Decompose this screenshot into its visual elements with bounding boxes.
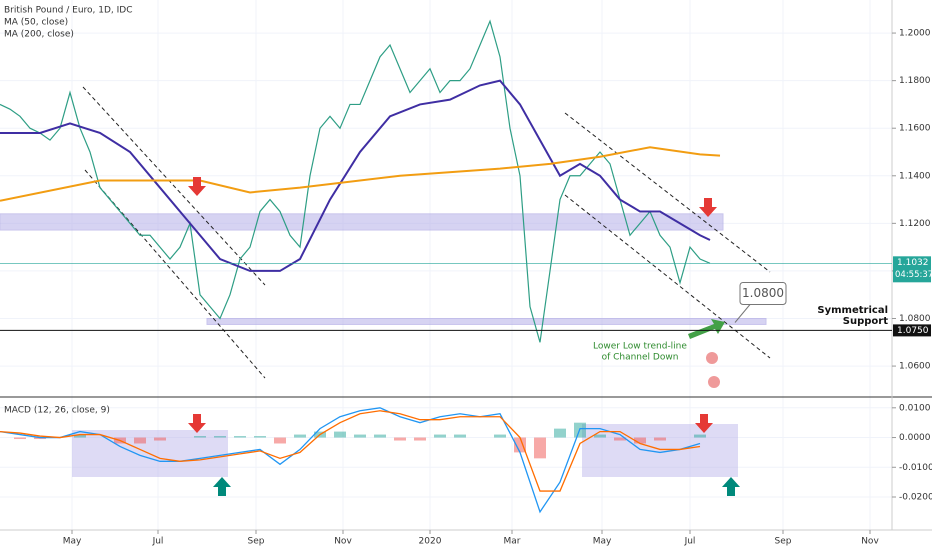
histogram-bar	[194, 436, 206, 438]
annotation: Symmetrical	[817, 305, 888, 316]
callout-label: 1.0800	[742, 286, 784, 300]
y-tick-label: 1.0800	[899, 314, 931, 324]
histogram-bar	[274, 437, 286, 444]
histogram-bar	[634, 437, 646, 444]
grid	[0, 0, 892, 530]
x-tick-label: Sep	[248, 537, 265, 547]
histogram-bar	[354, 434, 366, 438]
histogram-bar	[154, 437, 166, 441]
y-tick-label: -0.0200	[899, 493, 932, 503]
x-tick-label: Nov	[861, 537, 879, 547]
histogram-bar	[394, 437, 406, 441]
price-label-box	[893, 256, 931, 283]
legend-entry: MA (200, close)	[4, 30, 74, 40]
histogram-bar	[694, 434, 706, 438]
histogram-bar	[74, 434, 86, 438]
series-line	[0, 146, 721, 202]
series-line	[0, 19, 711, 343]
zone	[0, 213, 724, 231]
y-tick-label: 1.1400	[899, 171, 931, 181]
y-tick-label: 0.0000	[899, 433, 931, 443]
histogram-bar	[14, 437, 26, 440]
y-tick-label: 1.2000	[899, 29, 931, 39]
y-tick-label: -0.0100	[899, 463, 932, 473]
histogram-bar	[614, 437, 626, 441]
legend-entry: MA (50, close)	[4, 18, 68, 28]
x-tick-label: 2020	[419, 537, 442, 547]
price-label: 1.1032	[897, 258, 929, 268]
zone	[206, 318, 767, 325]
histogram-bar	[254, 436, 266, 438]
macd-line	[0, 407, 701, 514]
histogram-bar	[294, 434, 306, 438]
price-label: 1.0750	[897, 326, 929, 336]
histogram-bar	[554, 428, 566, 438]
y-tick-label: 1.1600	[899, 124, 931, 134]
y-tick-label: 1.1200	[899, 219, 931, 229]
histogram-bar	[234, 436, 246, 438]
event-badge	[708, 376, 720, 388]
x-tick-label: May	[593, 537, 612, 547]
histogram-bar	[34, 437, 46, 440]
histogram-bar	[134, 437, 146, 444]
histogram-bar	[214, 436, 226, 438]
annotation: Lower Low trend-line	[593, 342, 687, 352]
annotation: of Channel Down	[602, 353, 679, 363]
countdown: 04:55:37	[895, 270, 932, 280]
macd-box	[582, 424, 738, 477]
annotation: Support	[843, 316, 888, 327]
chart-title: British Pound / Euro, 1D, IDC	[4, 6, 133, 16]
x-tick-label: Jul	[152, 537, 164, 547]
callout-box	[739, 282, 787, 306]
macd-line	[0, 410, 701, 492]
y-tick-label: 1.1800	[899, 76, 931, 86]
x-tick-label: Jul	[684, 537, 696, 547]
x-tick-label: Nov	[334, 537, 352, 547]
histogram-bar	[534, 437, 546, 459]
histogram-bar	[414, 437, 426, 441]
price-label-box	[893, 324, 931, 337]
x-tick-label: May	[63, 537, 82, 547]
histogram-bar	[594, 434, 606, 438]
x-tick-label: Sep	[775, 537, 792, 547]
zones	[0, 213, 767, 325]
macd-title: MACD (12, 26, close, 9)	[4, 406, 110, 416]
callout-pointer	[734, 304, 751, 323]
arrows	[188, 177, 740, 496]
histogram-bar	[334, 431, 346, 438]
histogram-bar	[454, 434, 466, 438]
plot	[0, 19, 721, 514]
series-line	[0, 79, 711, 272]
histogram-bar	[494, 434, 506, 438]
y-tick-label: 0.0100	[899, 403, 931, 413]
histogram-bar	[514, 437, 526, 453]
histogram-bar	[654, 437, 666, 441]
y-tick-label: 1.0600	[899, 362, 931, 372]
x-tick-label: Mar	[504, 537, 521, 547]
event-badge	[706, 352, 718, 364]
histogram-bar	[434, 434, 446, 438]
histogram-bar	[374, 434, 386, 438]
